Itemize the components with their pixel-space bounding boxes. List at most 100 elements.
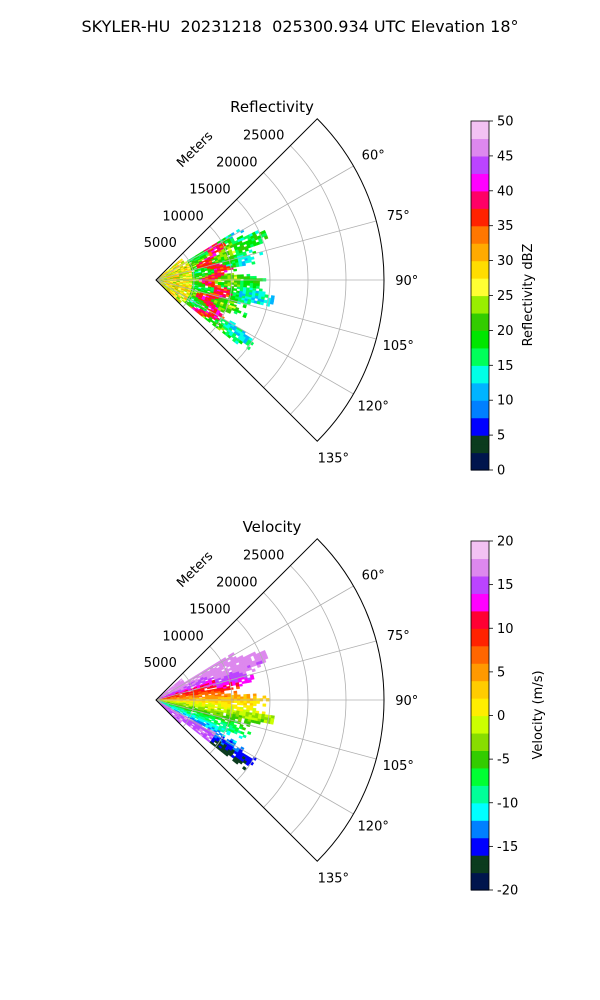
reflectivity-echo-cell: [243, 276, 248, 279]
velocity-echo-cell: [243, 694, 248, 697]
reflectivity-azimuth-gridline: [155, 220, 377, 281]
velocity-colorbar-tick-label: -15: [497, 840, 518, 855]
velocity-echo-cell: [262, 703, 267, 707]
reflectivity-echo-cell: [227, 276, 232, 280]
velocity-echo-cell: [230, 700, 235, 703]
reflectivity-azimuth-gridline: [155, 279, 354, 395]
reflectivity-echo-cell: [220, 285, 225, 288]
reflectivity-echo-cell: [248, 249, 253, 254]
reflectivity-echo-cell: [252, 283, 257, 287]
velocity-echo-cell: [253, 700, 257, 704]
reflectivity-radial-tick-label: 5000: [144, 236, 177, 251]
reflectivity-colorbar-tick-label: 45: [497, 149, 514, 164]
reflectivity-colorbar-tick-label: 40: [497, 184, 514, 199]
figure-title: SKYLER-HU 20231218 025300.934 UTC Elevat…: [82, 17, 519, 36]
reflectivity-echo-cell: [226, 310, 232, 314]
velocity-colorbar-swatch: [471, 549, 489, 560]
reflectivity-echo-cell: [243, 280, 248, 284]
reflectivity-echo-cell: [233, 274, 238, 278]
velocity-colorbar-swatch: [471, 680, 489, 690]
velocity-echo-cell: [243, 704, 247, 708]
reflectivity-colorbar-swatch: [471, 321, 489, 331]
velocity-echo-cell: [249, 761, 255, 766]
velocity-echo-cell: [233, 730, 238, 735]
reflectivity-echo-cell: [233, 288, 238, 291]
reflectivity-echo-cell: [258, 240, 264, 245]
velocity-azimuth-gridline: [155, 699, 354, 815]
velocity-echo-cell: [249, 700, 254, 704]
reflectivity-colorbar-swatch: [471, 435, 489, 445]
reflectivity-echo-cell: [237, 276, 241, 280]
reflectivity-echo-cell: [204, 283, 209, 286]
reflectivity-colorbar-swatch: [471, 260, 489, 270]
velocity-echo-cell: [250, 676, 255, 681]
velocity-colorbar-swatch: [471, 645, 489, 656]
reflectivity-echo-cell: [264, 294, 269, 298]
reflectivity-echo-cell: [240, 276, 244, 280]
velocity-echo-cell: [240, 731, 245, 735]
reflectivity-colorbar-swatch: [471, 443, 489, 454]
velocity-panel: Velocity 60° 75° 90° 105° 120° 135° 5000 10000 1…: [144, 518, 546, 899]
velocity-colorbar-swatch: [471, 794, 489, 804]
velocity-echo-cell: [241, 726, 247, 731]
velocity-echo-cell: [224, 697, 228, 700]
reflectivity-echo-cell: [242, 314, 247, 319]
velocity-echo-cell: [245, 761, 250, 767]
reflectivity-azimuth-tick-label: 75°: [387, 209, 410, 224]
reflectivity-colorbar-swatch: [471, 365, 489, 375]
reflectivity-echo-cell: [246, 301, 251, 305]
velocity-colorbar-tick-label: 5: [497, 665, 505, 680]
velocity-echo-cell: [230, 696, 235, 700]
velocity-radial-tick-label: 5000: [144, 656, 177, 671]
velocity-echo-cell: [201, 693, 206, 696]
velocity-colorbar-swatch: [471, 811, 489, 821]
velocity-echo-cell: [236, 694, 241, 698]
reflectivity-echo-cell: [247, 259, 252, 263]
velocity-echo-cell: [253, 695, 257, 699]
reflectivity-echo-cell: [207, 289, 212, 292]
velocity-colorbar-swatch: [471, 610, 489, 621]
velocity-echo-cell: [247, 731, 252, 735]
reflectivity-colorbar-swatch: [471, 339, 489, 349]
velocity-echo-cell: [233, 706, 238, 710]
velocity-echo-cell: [186, 698, 190, 700]
velocity-azimuth-gridline: [155, 699, 377, 760]
reflectivity-colorbar-swatch: [471, 269, 489, 279]
reflectivity-azimuth-tick-label: 90°: [395, 274, 418, 289]
velocity-colorbar-tick-label: -20: [497, 884, 518, 899]
reflectivity-echo-cell: [214, 281, 219, 284]
velocity-azimuth-tick-label: 135°: [318, 871, 349, 886]
reflectivity-echo-cell: [256, 280, 260, 284]
reflectivity-colorbar-swatch: [471, 138, 489, 148]
velocity-colorbar-swatch: [471, 715, 489, 725]
reflectivity-echo-cell: [225, 294, 230, 298]
reflectivity-colorbar-swatch: [471, 278, 489, 288]
reflectivity-echo-cell: [233, 276, 238, 280]
velocity-echo-cell: [233, 700, 238, 704]
velocity-echo-cell: [234, 760, 240, 765]
reflectivity-echo-cell: [236, 274, 241, 278]
velocity-echo-cell: [249, 703, 254, 706]
velocity-echo-cell: [269, 720, 274, 725]
velocity-echo-cell: [220, 729, 225, 733]
reflectivity-echo-cell: [241, 263, 246, 267]
reflectivity-echo-cell: [246, 276, 251, 279]
velocity-colorbar-swatch: [471, 698, 489, 708]
velocity-colorbar-swatch: [471, 837, 489, 847]
reflectivity-azimuth-tick-label: 120°: [358, 399, 389, 414]
reflectivity-colorbar-tick-label: 5: [497, 429, 505, 444]
velocity-echo-cell: [204, 706, 209, 709]
reflectivity-colorbar-swatch: [471, 304, 489, 314]
velocity-sector-outline: [155, 538, 385, 862]
reflectivity-colorbar-swatch: [471, 234, 489, 244]
reflectivity-echo-cell: [198, 274, 203, 277]
reflectivity-radial-tick-label: 20000: [216, 156, 257, 171]
velocity-echo-cell: [262, 695, 267, 699]
velocity-echo-cell: [252, 693, 257, 697]
velocity-colorbar-swatch: [471, 872, 489, 882]
reflectivity-colorbar-tick-label: 0: [497, 464, 505, 479]
velocity-echo-cell: [233, 694, 238, 698]
velocity-colorbar: -20 -15 -10 -5 0 5 10 15 20: [470, 535, 518, 899]
velocity-azimuth-tick-label: 105°: [383, 759, 414, 774]
velocity-colorbar-swatch: [471, 785, 489, 795]
